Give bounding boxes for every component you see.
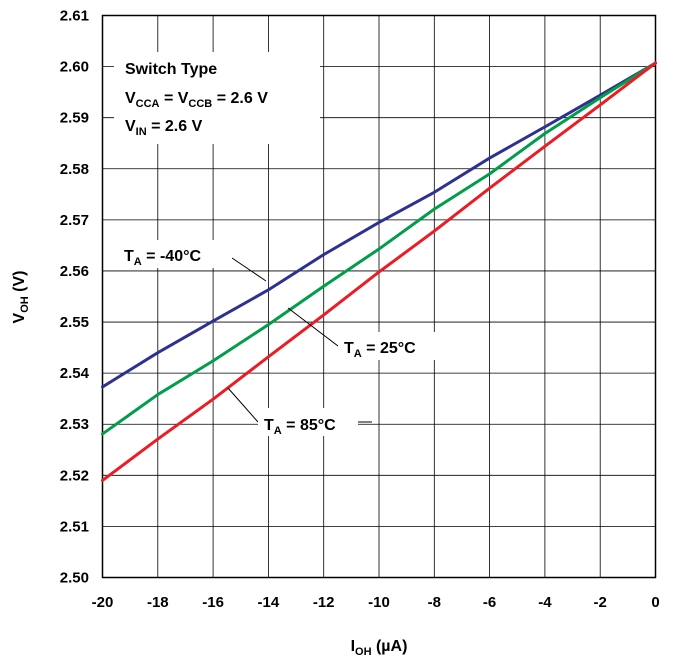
y-tick-label: 2.51 [60, 518, 89, 535]
y-tick-label: 2.58 [60, 161, 89, 178]
leader-line-minus40 [231, 257, 267, 282]
annotation-minus40: TA = -40°C [120, 240, 267, 282]
series-label-85: TA = 85°C [264, 417, 336, 437]
x-tick-label: -18 [147, 594, 169, 611]
label-bg-minus40 [120, 240, 232, 268]
y-tick-label: 2.57 [60, 212, 89, 229]
label-bg-25 [338, 332, 440, 360]
x-tick-label: -16 [202, 594, 224, 611]
y-axis-title: VOH (V) [11, 271, 31, 324]
series-line-2 [101, 61, 657, 482]
x-tick-label: -4 [538, 594, 552, 611]
y-tick-labels: 2.50 2.51 2.52 2.53 2.54 2.55 2.56 2.57 2.58 2.59… [60, 8, 90, 587]
conditions-box-bg [114, 52, 320, 144]
conditions-line-3: VIN = 2.6 V [125, 118, 203, 138]
series-group [101, 61, 657, 482]
x-tick-label: -2 [594, 594, 607, 611]
x-tick-label: -20 [92, 594, 114, 611]
x-tick-labels: -20 -18 -16 -14 -12 -10 -8 -6 -4 -2 0 [92, 594, 660, 611]
conditions-line-2: VCCA = VCCB = 2.6 V [125, 90, 268, 110]
y-tick-label: 2.56 [60, 263, 89, 280]
y-tick-label: 2.61 [60, 8, 89, 25]
y-tick-label: 2.52 [60, 467, 89, 484]
x-tick-label: -14 [258, 594, 280, 611]
leader-line-85 [227, 387, 259, 423]
series-label-minus40: TA = -40°C [124, 248, 201, 268]
series-label-25: TA = 25°C [344, 340, 416, 360]
leader-line-25 [287, 307, 339, 347]
y-tick-label: 2.50 [60, 570, 89, 587]
y-tick-label: 2.53 [60, 416, 89, 433]
conditions-line-1: Switch Type [125, 61, 217, 78]
label-bg-85 [258, 408, 358, 436]
conditions-box: Switch Type VCCA = VCCB = 2.6 V VIN = 2.… [114, 52, 320, 144]
x-tick-label: -12 [313, 594, 335, 611]
plot-frame [101, 14, 657, 579]
x-axis-title: IOH (µA) [351, 638, 408, 658]
y-tick-label: 2.60 [60, 59, 89, 76]
y-tick-label: 2.59 [60, 110, 89, 127]
x-tick-label: 0 [651, 594, 659, 611]
series-line-0 [101, 61, 657, 389]
annotation-85: TA = 85°C [227, 387, 372, 437]
annotation-25: TA = 25°C [287, 307, 440, 360]
y-tick-label: 2.55 [60, 314, 89, 331]
x-tick-label: -6 [483, 594, 496, 611]
y-tick-label: 2.54 [60, 365, 90, 382]
x-tick-label: -10 [368, 594, 390, 611]
x-tick-label: -8 [428, 594, 441, 611]
series-line-1 [101, 61, 657, 436]
